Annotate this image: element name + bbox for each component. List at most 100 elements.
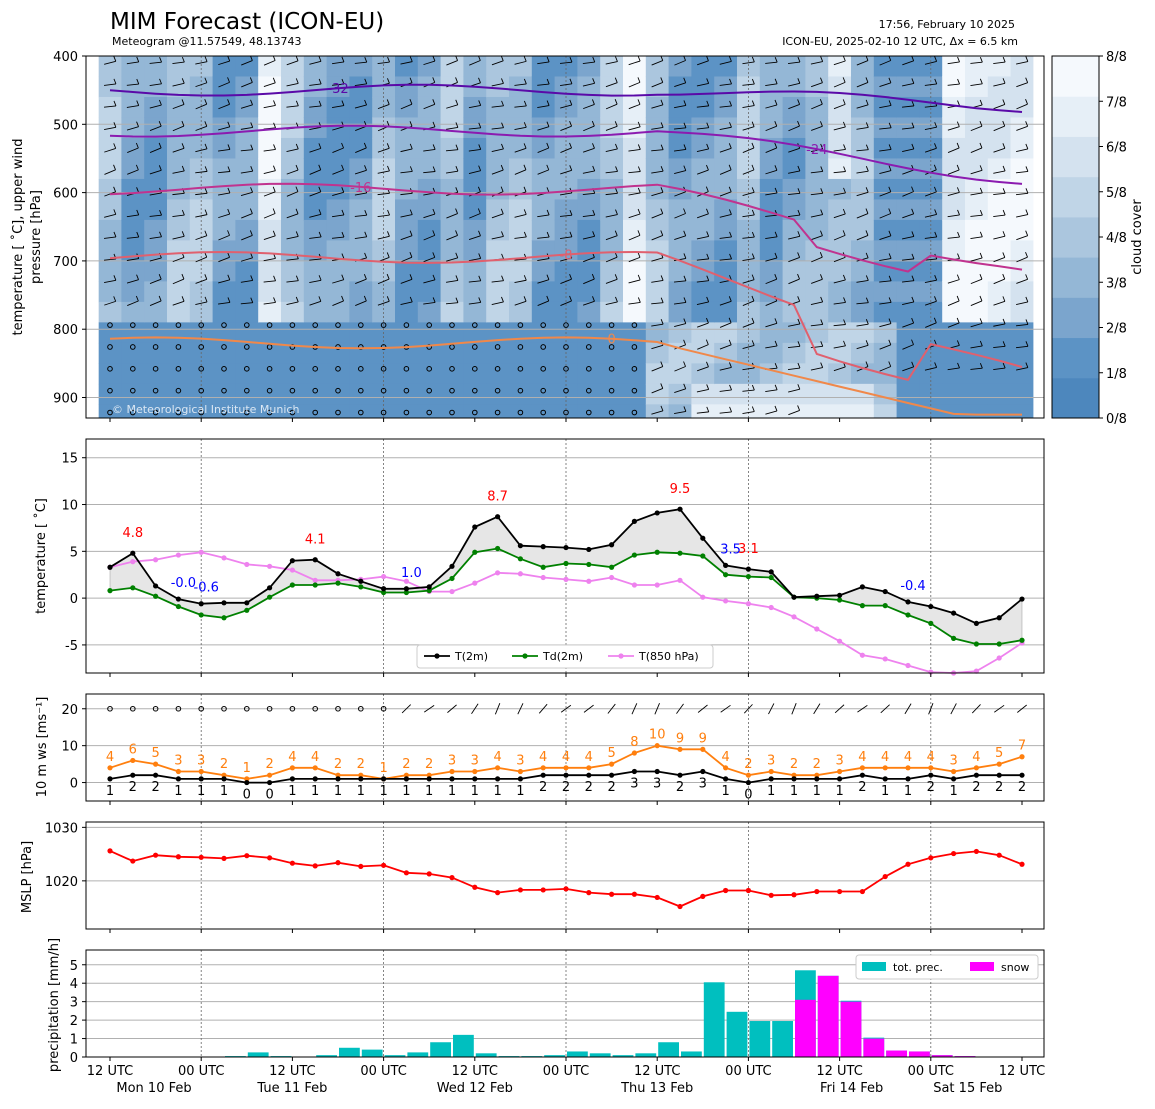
wind-barb-flag: [136, 187, 139, 193]
colorbar-tick-label: 3/8: [1106, 276, 1127, 291]
cloud-cell: [896, 199, 920, 221]
wind-barb: [857, 704, 868, 713]
calm-wind-circle: [540, 409, 547, 416]
mslp-point: [631, 891, 638, 897]
cloud-cell: [1010, 383, 1034, 405]
wind-barb-flag: [181, 231, 185, 237]
cloud-cell: [486, 363, 510, 385]
cloud-cell: [965, 56, 989, 78]
calm-wind-circle: [266, 409, 273, 416]
mean-wind-point: [1019, 772, 1025, 778]
wind-barb: [605, 103, 618, 110]
wind-barb: [947, 169, 960, 175]
wind-barb-flag: [1002, 120, 1006, 127]
mean-wind-value-label: 2: [562, 780, 570, 795]
wind-barb: [514, 147, 527, 153]
cloud-cover-colorbar: 0/81/82/83/84/85/86/87/88/8: [1051, 50, 1127, 427]
y-tick-label: 15: [61, 452, 78, 467]
wind-barb-flag: [227, 99, 231, 105]
t2m-point: [267, 585, 273, 591]
gust-value-label: 4: [539, 750, 547, 765]
wind-barb-flag: [774, 187, 778, 194]
td2m-point: [586, 561, 592, 568]
cloud-cell: [281, 281, 305, 303]
mean-wind-value-label: 1: [334, 784, 342, 799]
cloud-cell: [896, 301, 920, 323]
calm-wind-circle: [586, 344, 592, 350]
cloud-cell: [235, 260, 259, 282]
wind-barb-flag: [911, 296, 915, 303]
cloud-cell: [417, 363, 442, 385]
cloud-cell: [1010, 178, 1034, 201]
cloud-cell: [782, 56, 806, 78]
mslp-ylabel: MSLP [hPa]: [20, 841, 35, 913]
y-tick-label: 1030: [45, 821, 78, 836]
wind-barb-flag: [113, 56, 117, 62]
cloud-cell: [896, 76, 920, 98]
mean-wind-point: [563, 772, 569, 778]
cloud-cell: [121, 342, 145, 364]
cloud-cell: [805, 56, 829, 78]
mean-wind-point: [335, 776, 341, 782]
extreme-label: 4.8: [122, 526, 143, 541]
cloud-cell: [942, 301, 966, 323]
cloud-cell: [98, 178, 122, 201]
td2m-point: [677, 550, 683, 556]
wind-barb-flag: [797, 78, 801, 84]
calm-wind-circle: [563, 409, 569, 416]
cloud-cell: [623, 56, 647, 78]
wind-barb-flag: [500, 186, 504, 192]
cloud-cell: [121, 199, 145, 221]
cloud-cell: [577, 158, 601, 180]
calm-wind-circle: [358, 387, 364, 394]
cloud-cell: [463, 96, 487, 119]
wind-barb: [514, 236, 527, 239]
mean-wind-value-label: 1: [881, 784, 889, 799]
cloud-cell: [554, 56, 578, 78]
wind-barb-flag: [797, 165, 801, 172]
cloud-cell: [828, 199, 852, 221]
wind-barb: [104, 169, 116, 175]
cloud-cell: [235, 322, 259, 344]
cloud-cell: [577, 137, 601, 160]
cloud-cell: [144, 260, 168, 282]
cloud-cell: [144, 96, 168, 119]
temperature-legend: T(2m) Td(2m) T(850 hPa): [416, 644, 714, 669]
t850-point: [449, 588, 455, 595]
y-tick-label: 10: [61, 499, 78, 514]
mean-wind-point: [723, 776, 729, 782]
legend-entry: snow: [1001, 961, 1029, 974]
wind-barb-flag: [865, 361, 869, 367]
wind-barb: [468, 235, 481, 240]
wind-barb: [309, 191, 321, 197]
calm-wind-circle: [175, 409, 182, 416]
cloud-cell: [623, 96, 647, 119]
wind-barb: [605, 301, 618, 306]
wind-barb: [126, 105, 139, 108]
wind-barb-flag: [660, 99, 664, 106]
wind-barb-flag: [933, 186, 937, 193]
calm-wind-circle: [631, 322, 638, 328]
wind-barb: [423, 148, 436, 152]
gust-point: [745, 772, 752, 778]
wind-barb-flag: [546, 187, 550, 193]
cloud-cell: [600, 96, 624, 119]
cloud-cell: [303, 322, 328, 344]
cloud-cell: [645, 219, 670, 242]
wind-barb: [833, 279, 846, 284]
wind-barb: [993, 104, 1005, 110]
calm-wind-circle: [380, 387, 387, 394]
wind-barb: [468, 149, 481, 152]
wind-barb: [491, 105, 504, 108]
wind-barb: [696, 213, 709, 219]
cloud-cell: [417, 76, 442, 98]
wind-barb-flag: [979, 210, 983, 216]
cloud-cell: [326, 199, 350, 221]
plot-margin-left: [86, 56, 99, 418]
cloud-cell: [212, 383, 236, 405]
cloud-cell: [623, 240, 647, 262]
calm-wind-circle: [608, 344, 615, 350]
wind-barb: [332, 61, 344, 65]
wind-barb-flag: [911, 100, 915, 107]
